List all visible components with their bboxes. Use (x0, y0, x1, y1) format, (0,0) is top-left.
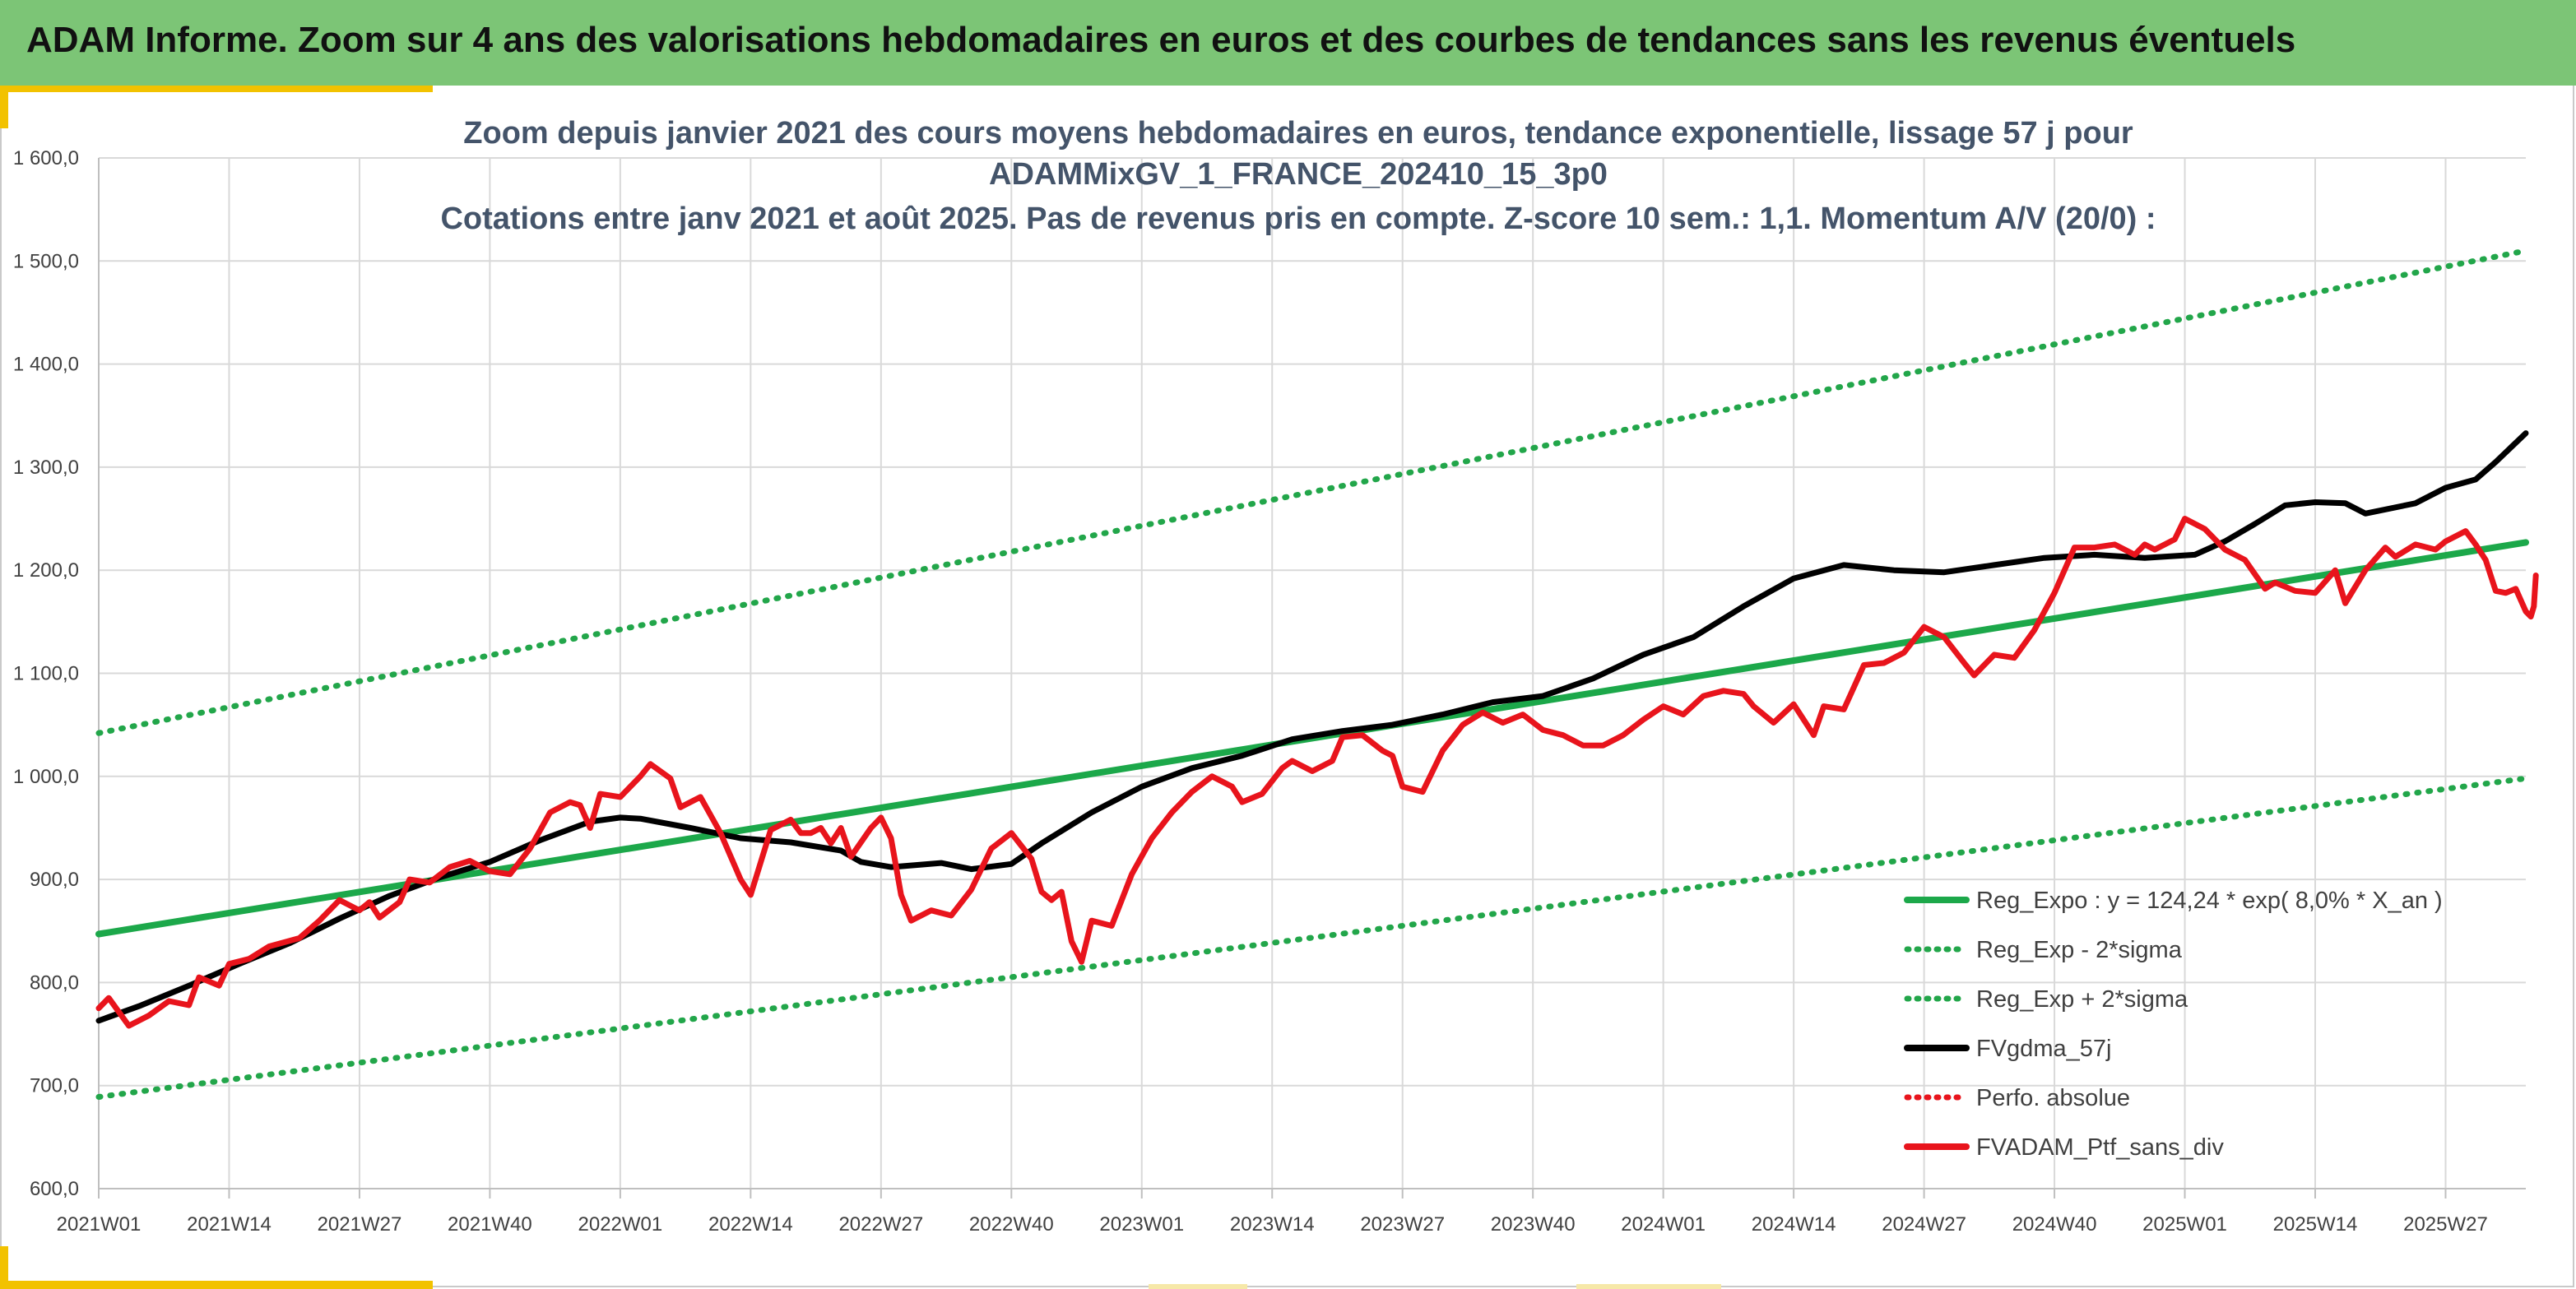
x-tick-label: 2021W01 (57, 1213, 142, 1236)
y-tick-label: 1 600,0 (13, 147, 79, 169)
series-line-1 (95, 775, 2529, 1100)
series-line-2 (95, 248, 2529, 736)
accent-top-left (0, 86, 433, 92)
series-line-5 (95, 516, 2539, 1029)
x-tick-label: 2022W40 (969, 1213, 1054, 1236)
y-tick-label: 600,0 (30, 1178, 79, 1200)
accent-bottom-right (1576, 1284, 1721, 1289)
x-tick-label: 2023W40 (1491, 1213, 1576, 1236)
y-axis-ticks: 600,0 700,0 800,0 900,0 1 000,0 1 100,0 1 200,… (13, 147, 79, 1200)
chart-title-line-1: Zoom depuis janvier 2021 des cours moyen… (463, 116, 2133, 151)
y-tick-label: 900,0 (30, 869, 79, 891)
series-lines (95, 248, 2539, 1100)
x-tick-label: 2022W14 (708, 1213, 793, 1236)
x-tick-label: 2023W14 (1230, 1213, 1315, 1236)
x-tick-label: 2024W27 (1882, 1213, 1966, 1236)
accent-left-top (0, 86, 8, 128)
chart-svg: Zoom depuis janvier 2021 des cours moyen… (13, 116, 2539, 1236)
x-tick-label: 2023W27 (1360, 1213, 1445, 1236)
legend-label: Perfo. absolue (1976, 1085, 2130, 1111)
x-tick-label: 2024W40 (2012, 1213, 2097, 1236)
x-tick-label: 2025W27 (2403, 1213, 2488, 1236)
x-tick-label: 2022W01 (578, 1213, 663, 1236)
series-line-3 (95, 430, 2529, 1024)
y-tick-label: 1 500,0 (13, 250, 79, 272)
legend-label: FVgdma_57j (1976, 1036, 2111, 1062)
chart-frame (0, 86, 2574, 1287)
y-tick-label: 1 100,0 (13, 663, 79, 685)
x-tick-label: 2024W14 (1752, 1213, 1836, 1236)
accent-bottom-left (0, 1281, 433, 1289)
y-tick-label: 1 300,0 (13, 457, 79, 479)
x-tick-label: 2025W01 (2142, 1213, 2227, 1236)
legend: Reg_Expo : y = 124,24 * exp( 8,0% * X_an… (1904, 888, 2443, 1161)
x-tick-label: 2023W01 (1099, 1213, 1184, 1236)
grid-lines (98, 157, 2526, 1199)
legend-label: Reg_Exp - 2*sigma (1976, 937, 2183, 963)
header-banner: ADAM Informe. Zoom sur 4 ans des valoris… (0, 0, 2576, 86)
y-tick-label: 700,0 (30, 1075, 79, 1097)
x-axis-ticks: 2021W01 2021W14 2021W27 2021W40 2022W01 2022W… (57, 1189, 2488, 1236)
chart-title-line-2: ADAMMixGV_1_FRANCE_202410_15_3p0 (989, 157, 1608, 192)
x-tick-label: 2021W14 (187, 1213, 272, 1236)
legend-label: Reg_Exp + 2*sigma (1976, 986, 2188, 1013)
chart-title-line-3: Cotations entre janv 2021 et août 2025. … (440, 202, 2156, 236)
y-tick-label: 1 000,0 (13, 766, 79, 788)
y-tick-label: 800,0 (30, 971, 79, 994)
x-tick-label: 2021W27 (318, 1213, 402, 1236)
y-tick-label: 1 400,0 (13, 354, 79, 376)
x-tick-label: 2022W27 (838, 1213, 923, 1236)
accent-bottom-mid (1149, 1284, 1247, 1289)
report-title: ADAM Informe. Zoom sur 4 ans des valoris… (26, 20, 2296, 60)
accent-left-bottom (0, 1246, 8, 1289)
x-tick-label: 2024W01 (1621, 1213, 1706, 1236)
chart-title: Zoom depuis janvier 2021 des cours moyen… (440, 116, 2156, 236)
y-tick-label: 1 200,0 (13, 559, 79, 582)
x-tick-label: 2025W14 (2273, 1213, 2358, 1236)
x-tick-label: 2021W40 (448, 1213, 532, 1236)
legend-label: FVADAM_Ptf_sans_div (1976, 1134, 2224, 1161)
legend-label: Reg_Expo : y = 124,24 * exp( 8,0% * X_an… (1976, 888, 2443, 914)
